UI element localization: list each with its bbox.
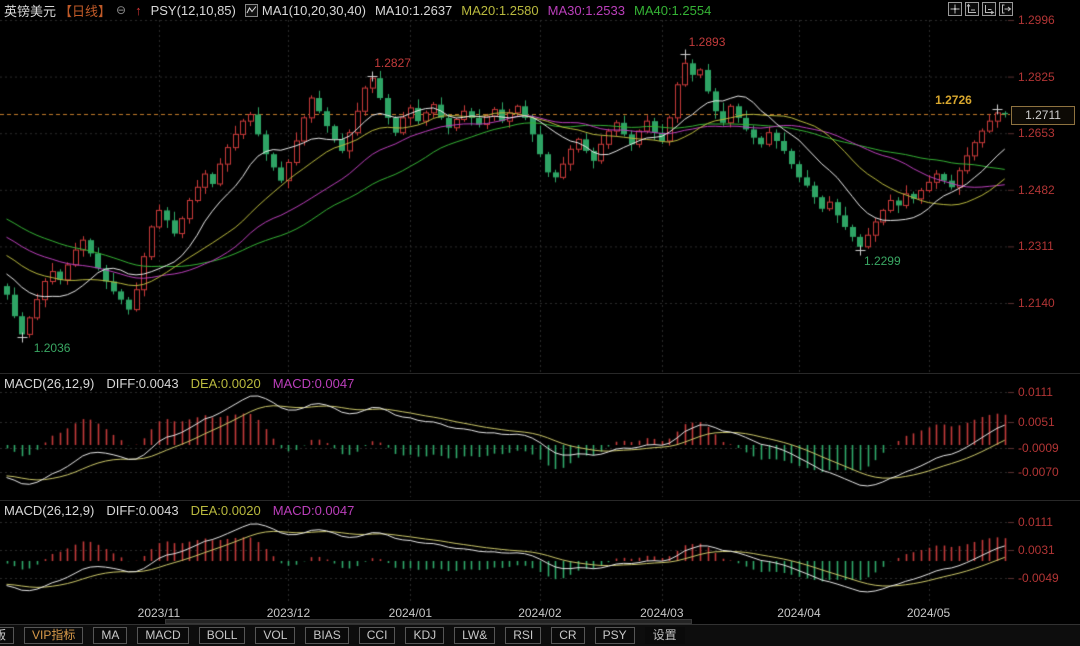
macd2-axis-label: 0.0111: [1018, 515, 1053, 529]
toolbar-button-5[interactable]: VOL: [255, 627, 296, 644]
macd1-header: MACD(26,12,9) DIFF:0.0043 DEA:0.0020 MAC…: [4, 376, 704, 391]
macd1-macd-value: MACD:0.0047: [272, 376, 355, 391]
toolbar-button-6[interactable]: BIAS: [305, 627, 349, 644]
ma-group-label[interactable]: MA1(10,20,30,40): [261, 2, 366, 18]
expand-right-icon[interactable]: [999, 2, 1013, 16]
macd2-axis-label: -0.0049: [1018, 571, 1059, 585]
crosshair-icon[interactable]: [948, 2, 962, 16]
toolbar-button-13[interactable]: 设置: [644, 627, 685, 644]
date-axis-label: 2024/02: [518, 606, 562, 620]
current-price-tag: 1.2711: [1011, 106, 1075, 125]
chart-annotation: 1.2827: [374, 55, 411, 70]
toolbar-button-1[interactable]: VIP指标: [24, 627, 84, 644]
up-arrow-icon: ↑: [135, 2, 142, 18]
pane-up-icon[interactable]: [965, 2, 979, 16]
toolbar-button-12[interactable]: PSY: [594, 627, 635, 644]
toolbar-button-4[interactable]: BOLL: [198, 627, 246, 644]
price-axis-label: 1.2653: [1018, 126, 1055, 141]
date-axis-label: 2024/01: [388, 606, 433, 620]
period-label[interactable]: 【日线】: [59, 3, 112, 19]
macd1-axis-label: -0.0070: [1018, 465, 1059, 479]
macd2-diff-value: DIFF:0.0043: [106, 503, 179, 518]
date-axis-label: 2024/04: [777, 606, 821, 620]
chart-annotation: 1.2726: [935, 93, 972, 108]
ma10-value: MA10:1.2637: [374, 2, 453, 18]
date-axis-label: 2023/12: [266, 606, 311, 620]
macd2-title[interactable]: MACD(26,12,9): [4, 503, 95, 518]
ma30-value: MA30:1.2533: [547, 2, 625, 18]
chart-annotation: 1.2893: [688, 35, 726, 50]
chart-header: 英镑美元 【日线】 ⊖ ↑ PSY(12,10,85) MA1(10,20,30…: [0, 0, 1080, 20]
ma20-value: MA20:1.2580: [461, 2, 539, 18]
panel-separator: [0, 373, 1080, 374]
chart-annotation: 1.2299: [863, 254, 901, 269]
price-axis-label: 1.2996: [1018, 13, 1055, 27]
macd1-axis-label: 0.0051: [1018, 415, 1055, 429]
toolbar-button-11[interactable]: CR: [551, 627, 585, 644]
toolbar-button-2[interactable]: MA: [93, 627, 128, 644]
chart-window-controls: [948, 2, 1013, 16]
pane-right-icon[interactable]: [982, 2, 996, 16]
macd1-dea-value: DEA:0.0020: [190, 376, 261, 391]
macd2-macd-value: MACD:0.0047: [272, 503, 355, 518]
price-axis-label: 1.2825: [1018, 69, 1055, 84]
macd1-diff-value: DIFF:0.0043: [106, 376, 179, 391]
macd2-axis-label: 0.0031: [1018, 543, 1055, 557]
price-axis-label: 1.2482: [1018, 182, 1055, 197]
current-price-value: 1.2711: [1025, 108, 1061, 122]
psy-indicator-label[interactable]: PSY(12,10,85): [150, 2, 236, 18]
collapse-icon[interactable]: ⊖: [116, 3, 127, 17]
price-axis-label: 1.2311: [1018, 239, 1054, 254]
macd1-axis-label: -0.0009: [1018, 441, 1059, 455]
date-axis-label: 2024/03: [640, 606, 684, 620]
toolbar-button-10[interactable]: RSI: [505, 627, 542, 644]
panel-separator: [0, 500, 1080, 501]
horizontal-scrollbar[interactable]: [165, 619, 692, 624]
price-axis-label: 1.2140: [1018, 296, 1055, 310]
chart-annotation: 1.2036: [33, 341, 71, 356]
macd2-dea-value: DEA:0.0020: [190, 503, 261, 518]
toolbar-button-3[interactable]: MACD: [137, 627, 189, 644]
macd2-header: MACD(26,12,9) DIFF:0.0043 DEA:0.0020 MAC…: [4, 503, 704, 518]
mini-chart-icon: [244, 3, 258, 17]
symbol-name: 英镑美元: [4, 3, 57, 19]
date-axis-label: 2023/11: [137, 606, 181, 620]
indicator-toolbar: 版 VIP指标 MA MACD BOLL VOL BIAS CCI KDJ LW&RSI CR PSY…: [0, 624, 1080, 646]
date-axis-label: 2024/05: [906, 606, 951, 620]
macd1-title[interactable]: MACD(26,12,9): [4, 376, 95, 391]
toolbar-button-7[interactable]: CCI: [358, 627, 396, 644]
toolbar-button-0[interactable]: 版: [0, 627, 15, 644]
toolbar-button-9[interactable]: LW&: [454, 627, 496, 644]
ma40-value: MA40:1.2554: [633, 2, 712, 18]
toolbar-button-8[interactable]: KDJ: [405, 627, 445, 644]
macd1-axis-label: 0.0111: [1018, 385, 1053, 399]
